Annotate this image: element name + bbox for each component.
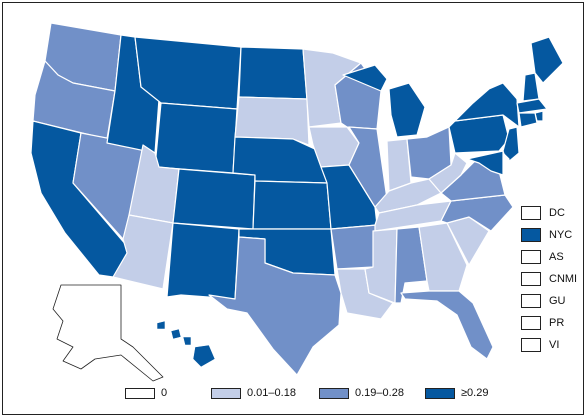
legend-swatch-3 — [425, 387, 455, 399]
territory-swatch-pr[interactable] — [521, 316, 541, 330]
map-frame: DC NYC AS CNMI GU PR VI 0 0.01–0.18 0.19–0.28 … — [2, 2, 584, 415]
legend-label-3: ≥0.29 — [461, 387, 489, 399]
legend-swatch-2 — [319, 387, 349, 399]
territory-swatch-nyc[interactable] — [521, 228, 541, 242]
legend-item-1: 0.01–0.18 — [211, 387, 296, 399]
state-new-jersey[interactable] — [502, 126, 520, 164]
state-new-hampshire[interactable] — [522, 72, 540, 102]
state-maine[interactable] — [530, 36, 564, 84]
territory-label-gu: GU — [549, 295, 566, 307]
state-west-virginia[interactable] — [428, 152, 468, 194]
territory-swatch-as[interactable] — [521, 250, 541, 264]
territory-label-cnmi: CNMI — [549, 273, 578, 285]
legend-swatch-1 — [211, 387, 241, 399]
state-wyoming[interactable] — [154, 102, 238, 174]
state-florida[interactable] — [400, 290, 494, 360]
legend-item-0: 0 — [125, 387, 167, 399]
state-massachusetts[interactable] — [516, 98, 548, 114]
legend-label-1: 0.01–0.18 — [247, 387, 296, 399]
legend-label-2: 0.19–0.28 — [355, 387, 404, 399]
state-new-york[interactable] — [454, 82, 520, 128]
legend-label-0: 0 — [161, 387, 168, 399]
state-maryland[interactable] — [466, 150, 504, 176]
territory-swatch-vi[interactable] — [521, 338, 541, 352]
territory-label-dc: DC — [549, 207, 565, 219]
state-kansas[interactable] — [252, 180, 332, 230]
territory-swatch-dc[interactable] — [521, 206, 541, 220]
map-legend: 0 0.01–0.18 0.19–0.28 ≥0.29 — [3, 387, 585, 403]
territory-swatch-cnmi[interactable] — [521, 272, 541, 286]
state-south-dakota[interactable] — [234, 96, 310, 146]
state-colorado[interactable] — [172, 168, 256, 230]
territory-label-nyc: NYC — [549, 229, 573, 241]
us-choropleth-map — [30, 22, 564, 382]
territory-label-as: AS — [549, 251, 564, 263]
state-hawaii[interactable] — [156, 320, 216, 368]
state-michigan[interactable] — [342, 64, 426, 138]
territory-label-vi: VI — [549, 339, 560, 351]
legend-swatch-0 — [125, 387, 155, 399]
territory-swatch-gu[interactable] — [521, 294, 541, 308]
state-arkansas[interactable] — [330, 224, 378, 270]
legend-item-2: 0.19–0.28 — [319, 387, 404, 399]
legend-item-3: ≥0.29 — [425, 387, 488, 399]
state-north-dakota[interactable] — [238, 46, 308, 100]
state-alaska[interactable] — [52, 284, 164, 382]
territory-label-pr: PR — [549, 317, 565, 329]
state-texas[interactable] — [208, 236, 342, 376]
state-new-mexico[interactable] — [166, 222, 240, 300]
state-connecticut[interactable] — [518, 112, 538, 128]
